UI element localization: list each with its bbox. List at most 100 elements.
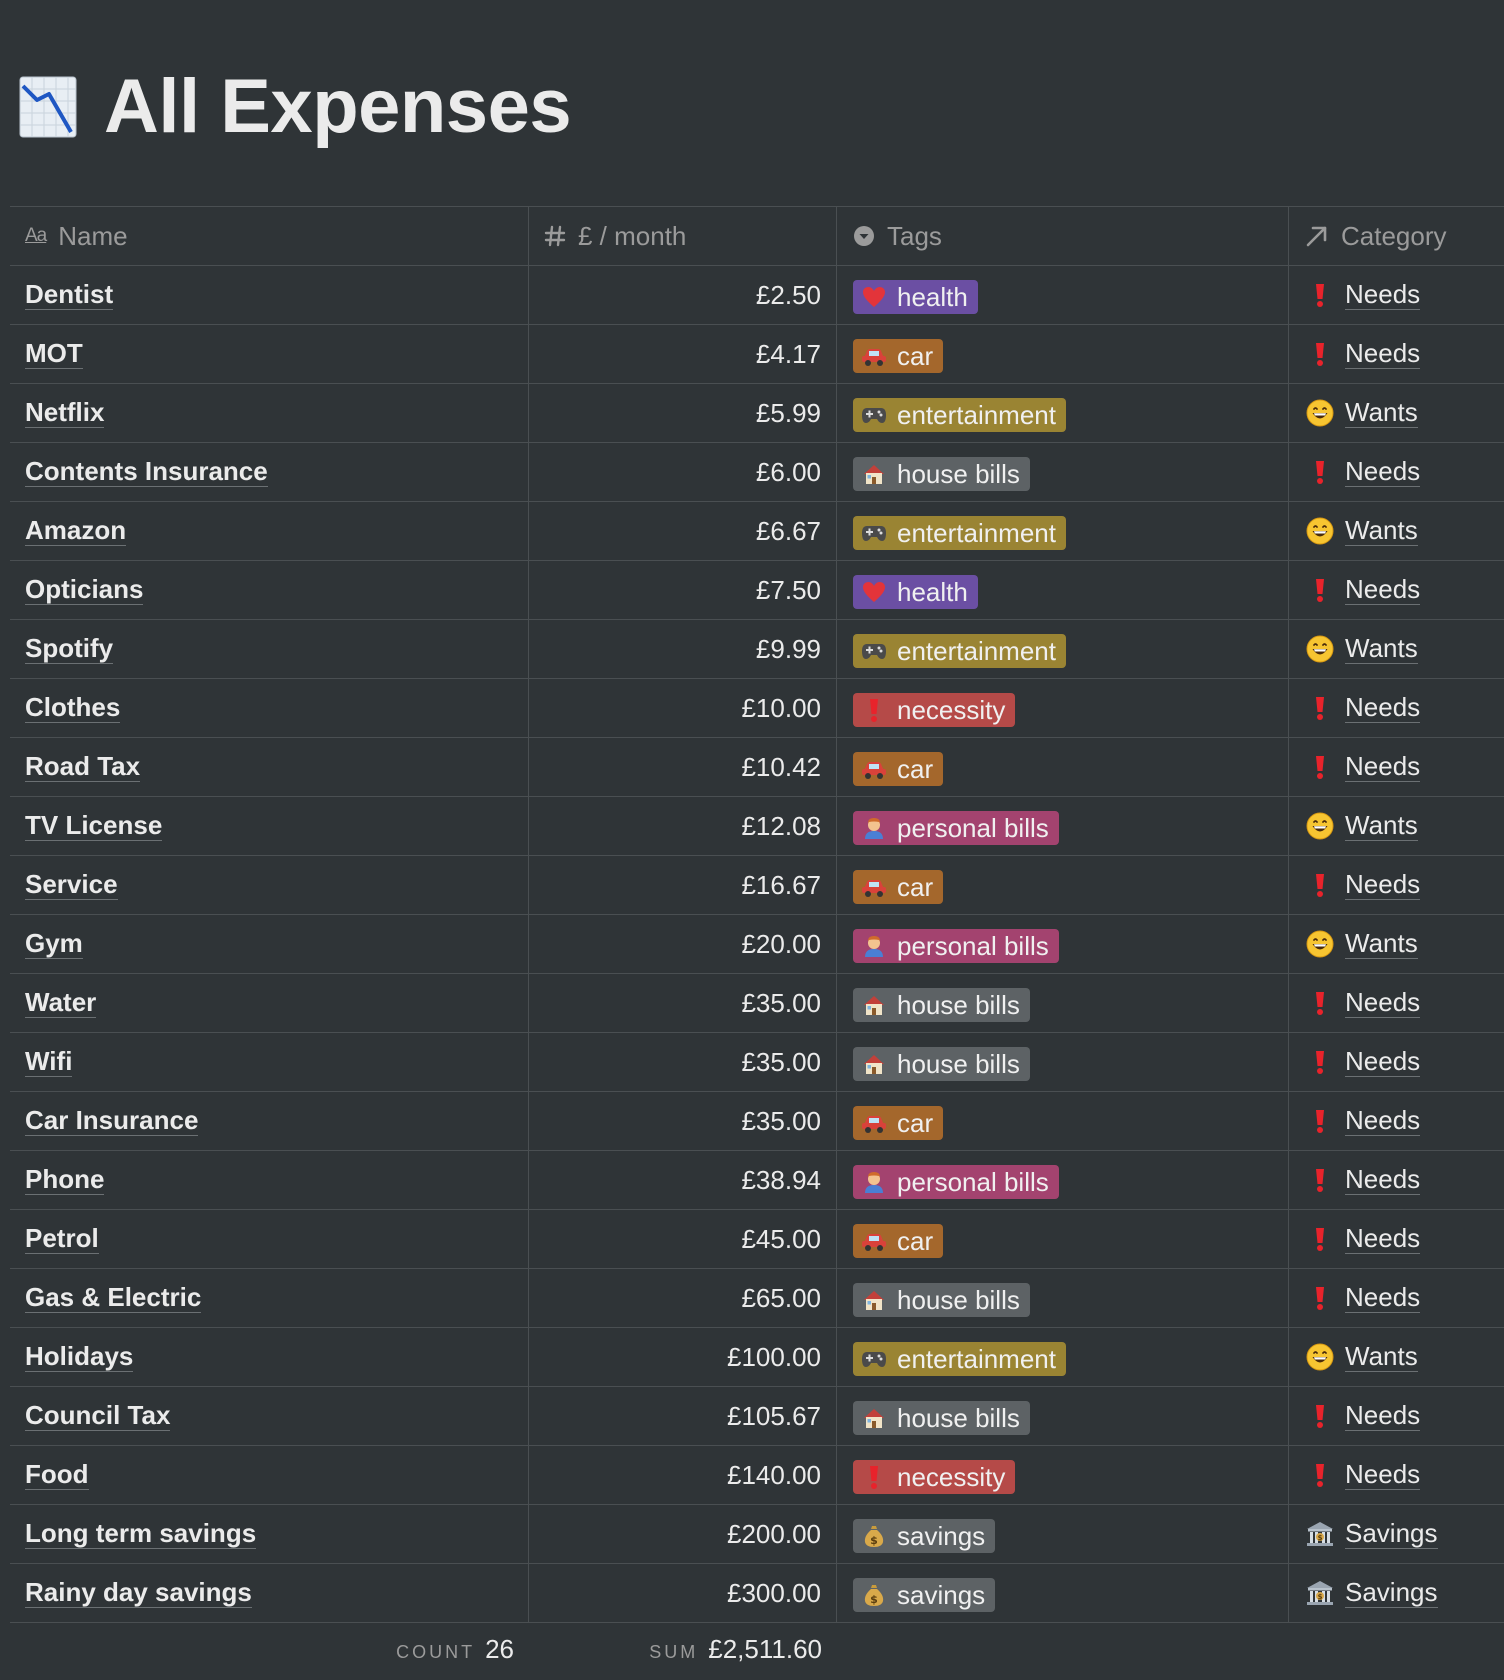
tag-car[interactable]: car: [853, 1224, 944, 1258]
count-aggregate[interactable]: COUNT 26: [10, 1634, 529, 1665]
category-cell[interactable]: Needs: [1289, 561, 1504, 619]
category-link-needs[interactable]: Needs: [1345, 868, 1421, 901]
name-cell[interactable]: Car Insurance: [10, 1092, 529, 1150]
tags-cell[interactable]: house bills: [837, 1387, 1289, 1445]
category-link-wants[interactable]: Wants: [1345, 1340, 1418, 1373]
category-cell[interactable]: Needs: [1289, 325, 1504, 383]
tag-house-bills[interactable]: house bills: [853, 1047, 1030, 1081]
tag-house-bills[interactable]: house bills: [853, 988, 1030, 1022]
category-link-savings[interactable]: Savings: [1345, 1576, 1438, 1609]
expense-name[interactable]: Contents Insurance: [25, 455, 268, 488]
price-cell[interactable]: £6.67: [529, 502, 837, 560]
category-link-needs[interactable]: Needs: [1345, 573, 1421, 606]
table-row[interactable]: TV License £12.08 personal bills Wants: [10, 797, 1504, 856]
price-cell[interactable]: £300.00: [529, 1564, 837, 1622]
table-row[interactable]: Service £16.67 car Needs: [10, 856, 1504, 915]
category-cell[interactable]: Needs: [1289, 1387, 1504, 1445]
sum-aggregate[interactable]: SUM £2,511.60: [529, 1634, 837, 1665]
name-cell[interactable]: Clothes: [10, 679, 529, 737]
table-row[interactable]: Car Insurance £35.00 car Needs: [10, 1092, 1504, 1151]
tags-cell[interactable]: $ savings: [837, 1505, 1289, 1563]
column-header-name[interactable]: Aa Name: [10, 207, 529, 265]
tag-entertainment[interactable]: entertainment: [853, 516, 1066, 550]
tag-entertainment[interactable]: entertainment: [853, 1342, 1066, 1376]
category-cell[interactable]: $ Savings: [1289, 1505, 1504, 1563]
table-row[interactable]: MOT £4.17 car Needs: [10, 325, 1504, 384]
category-link-needs[interactable]: Needs: [1345, 1163, 1421, 1196]
name-cell[interactable]: Road Tax: [10, 738, 529, 796]
name-cell[interactable]: Water: [10, 974, 529, 1032]
category-cell[interactable]: Wants: [1289, 620, 1504, 678]
category-cell[interactable]: Needs: [1289, 738, 1504, 796]
name-cell[interactable]: Long term savings: [10, 1505, 529, 1563]
tag-personal-bills[interactable]: personal bills: [853, 811, 1059, 845]
tags-cell[interactable]: car: [837, 1092, 1289, 1150]
table-row[interactable]: Dentist £2.50 health Needs: [10, 266, 1504, 325]
category-link-needs[interactable]: Needs: [1345, 278, 1421, 311]
name-cell[interactable]: Service: [10, 856, 529, 914]
tag-necessity[interactable]: necessity: [853, 693, 1016, 727]
price-cell[interactable]: £10.42: [529, 738, 837, 796]
tag-personal-bills[interactable]: personal bills: [853, 1165, 1059, 1199]
tag-house-bills[interactable]: house bills: [853, 1401, 1030, 1435]
category-cell[interactable]: Wants: [1289, 797, 1504, 855]
price-cell[interactable]: £35.00: [529, 1033, 837, 1091]
tags-cell[interactable]: personal bills: [837, 797, 1289, 855]
table-row[interactable]: Petrol £45.00 car Needs: [10, 1210, 1504, 1269]
category-cell[interactable]: $ Savings: [1289, 1564, 1504, 1622]
price-cell[interactable]: £200.00: [529, 1505, 837, 1563]
expense-name[interactable]: Long term savings: [25, 1517, 257, 1550]
expense-name[interactable]: Wifi: [25, 1045, 73, 1078]
category-cell[interactable]: Needs: [1289, 1446, 1504, 1504]
expense-name[interactable]: Dentist: [25, 278, 114, 311]
category-link-needs[interactable]: Needs: [1345, 1281, 1421, 1314]
table-row[interactable]: Opticians £7.50 health Needs: [10, 561, 1504, 620]
name-cell[interactable]: Petrol: [10, 1210, 529, 1268]
price-cell[interactable]: £9.99: [529, 620, 837, 678]
category-cell[interactable]: Needs: [1289, 1092, 1504, 1150]
name-cell[interactable]: Dentist: [10, 266, 529, 324]
tags-cell[interactable]: car: [837, 1210, 1289, 1268]
price-cell[interactable]: £4.17: [529, 325, 837, 383]
expense-name[interactable]: Phone: [25, 1163, 105, 1196]
tag-health[interactable]: health: [853, 575, 978, 609]
price-cell[interactable]: £20.00: [529, 915, 837, 973]
name-cell[interactable]: Gym: [10, 915, 529, 973]
category-link-needs[interactable]: Needs: [1345, 1222, 1421, 1255]
tags-cell[interactable]: house bills: [837, 443, 1289, 501]
price-cell[interactable]: £45.00: [529, 1210, 837, 1268]
table-row[interactable]: Road Tax £10.42 car Needs: [10, 738, 1504, 797]
category-link-wants[interactable]: Wants: [1345, 927, 1418, 960]
expense-name[interactable]: Council Tax: [25, 1399, 171, 1432]
tags-cell[interactable]: entertainment: [837, 620, 1289, 678]
tag-house-bills[interactable]: house bills: [853, 457, 1030, 491]
name-cell[interactable]: Rainy day savings: [10, 1564, 529, 1622]
name-cell[interactable]: Phone: [10, 1151, 529, 1209]
tags-cell[interactable]: entertainment: [837, 1328, 1289, 1386]
price-cell[interactable]: £35.00: [529, 1092, 837, 1150]
tags-cell[interactable]: entertainment: [837, 384, 1289, 442]
expense-name[interactable]: Gas & Electric: [25, 1281, 202, 1314]
price-cell[interactable]: £140.00: [529, 1446, 837, 1504]
tag-necessity[interactable]: necessity: [853, 1460, 1016, 1494]
tags-cell[interactable]: necessity: [837, 1446, 1289, 1504]
tags-cell[interactable]: house bills: [837, 974, 1289, 1032]
tags-cell[interactable]: house bills: [837, 1269, 1289, 1327]
table-row[interactable]: Gym £20.00 personal bills Wants: [10, 915, 1504, 974]
expense-name[interactable]: MOT: [25, 337, 83, 370]
name-cell[interactable]: Opticians: [10, 561, 529, 619]
expense-name[interactable]: Water: [25, 986, 97, 1019]
price-cell[interactable]: £5.99: [529, 384, 837, 442]
tag-health[interactable]: health: [853, 280, 978, 314]
expense-name[interactable]: Car Insurance: [25, 1104, 199, 1137]
category-cell[interactable]: Needs: [1289, 856, 1504, 914]
price-cell[interactable]: £65.00: [529, 1269, 837, 1327]
table-row[interactable]: Holidays £100.00 entertainment Wants: [10, 1328, 1504, 1387]
expense-name[interactable]: Service: [25, 868, 118, 901]
category-cell[interactable]: Needs: [1289, 1269, 1504, 1327]
tag-house-bills[interactable]: house bills: [853, 1283, 1030, 1317]
tag-savings[interactable]: $ savings: [853, 1578, 996, 1612]
table-row[interactable]: Netflix £5.99 entertainment Wants: [10, 384, 1504, 443]
name-cell[interactable]: Food: [10, 1446, 529, 1504]
tag-car[interactable]: car: [853, 339, 944, 373]
